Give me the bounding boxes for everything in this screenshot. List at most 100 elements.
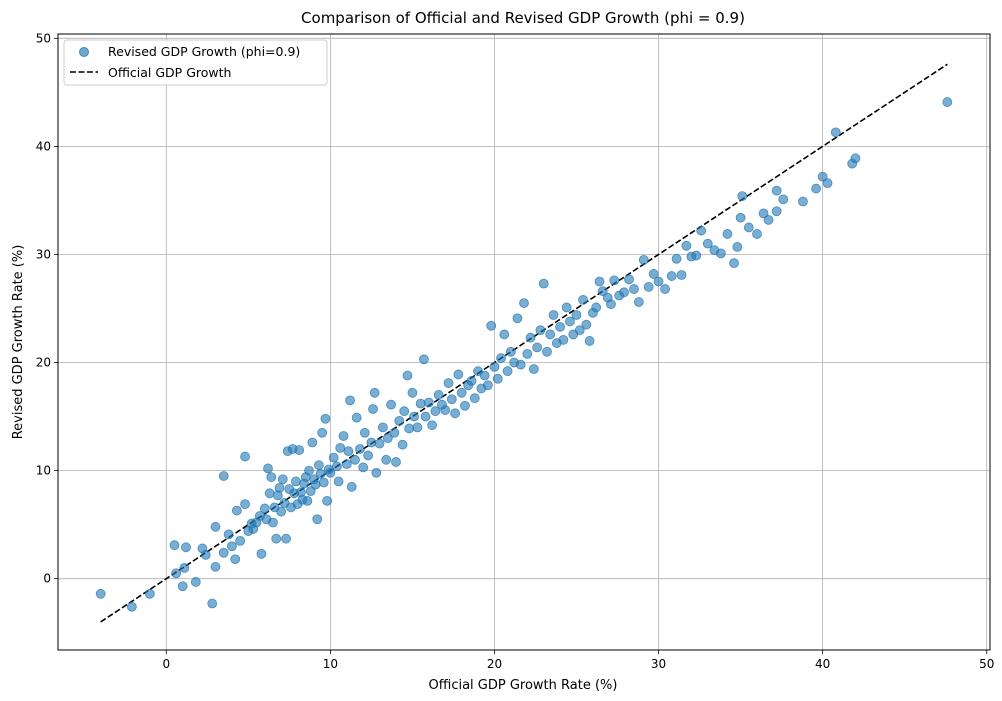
scatter-point [190, 577, 201, 587]
scatter-point [578, 294, 588, 305]
scatter-point [666, 271, 677, 281]
scatter-point [171, 568, 182, 579]
scatter-point [597, 286, 608, 297]
x-tick-label: 50 [979, 657, 994, 671]
scatter-point [460, 400, 470, 411]
scatter-point [430, 406, 441, 417]
scatter-point [584, 336, 595, 346]
reference-line-group [100, 63, 948, 623]
scatter-point [486, 320, 497, 331]
scatter-point [381, 454, 392, 465]
scatter-point [144, 588, 155, 599]
scatter-point [333, 476, 344, 487]
scatter-point [423, 397, 434, 408]
scatter-point [210, 561, 221, 572]
scatter-point [399, 406, 410, 417]
scatter-point [660, 284, 671, 294]
scatter-point [502, 366, 513, 377]
scatter-point [525, 332, 536, 343]
scatter-point [382, 433, 393, 444]
scatter-point [691, 250, 702, 261]
scatter-point [817, 171, 828, 182]
scatter-point [722, 229, 733, 239]
scatter-point [581, 319, 592, 330]
x-tick-label: 30 [651, 657, 666, 671]
scatter-point [218, 547, 229, 558]
scatter-point [271, 533, 282, 544]
scatter-point [483, 380, 493, 391]
scatter-point [822, 178, 833, 189]
scatter-point [522, 348, 533, 359]
scatter-point [95, 588, 106, 599]
scatter-point [574, 325, 585, 336]
scatter-point [346, 481, 357, 492]
scatter-point [179, 562, 190, 573]
scatter-point [266, 472, 277, 482]
scatter-point [412, 422, 423, 433]
y-axis-ticks: 0 10 20 30 40 50 [36, 31, 58, 586]
scatter-point [313, 460, 324, 471]
x-axis-label: Official GDP Growth Rate (%) [429, 678, 618, 693]
scatter-point [420, 411, 431, 422]
scatter-point [343, 446, 354, 457]
scatter-point [177, 581, 188, 592]
scatter-point [643, 281, 654, 292]
scatter-point [386, 399, 396, 410]
scatter-point [371, 467, 382, 478]
scatter-point [758, 208, 769, 219]
scatter-point [561, 302, 572, 313]
legend-label-official: Official GDP Growth [108, 65, 231, 80]
scatter-point [227, 541, 237, 552]
scatter-point [363, 450, 374, 461]
legend-label-revised: Revised GDP Growth (phi=0.9) [108, 44, 300, 59]
legend: Revised GDP Growth (phi=0.9) Official GD… [63, 39, 328, 86]
scatter-point [210, 521, 221, 532]
x-axis-ticks: 0 10 20 30 40 50 [162, 650, 994, 671]
scatter-point [419, 354, 429, 365]
scatter-point [830, 127, 841, 138]
scatter-point [207, 598, 218, 609]
scatter-point [307, 437, 318, 448]
scatter-point [277, 474, 288, 485]
grid-lines [58, 34, 990, 650]
scatter-point [798, 196, 808, 207]
scatter-point [230, 554, 241, 565]
scatter-point [732, 241, 743, 252]
scatter-point [771, 185, 782, 196]
x-tick-label: 0 [162, 657, 170, 671]
scatter-point [318, 477, 329, 488]
chart-title: Comparison of Official and Revised GDP G… [301, 9, 745, 27]
scatter-point [218, 471, 229, 481]
scatter-point [648, 269, 659, 279]
scatter-point [571, 310, 582, 320]
scatter-point [778, 194, 789, 205]
scatter-point [377, 422, 388, 433]
scatter-point [499, 329, 510, 340]
y-tick-label: 20 [36, 356, 51, 370]
scatter-point [492, 373, 503, 384]
scatter-point [771, 206, 782, 217]
official-gdp-line [100, 63, 948, 623]
scatter-point [532, 342, 543, 353]
y-tick-label: 30 [36, 247, 51, 261]
scatter-point [394, 415, 405, 426]
scatter-point [200, 549, 211, 560]
scatter-point [743, 222, 754, 233]
scatter-point [469, 393, 480, 404]
scatter-point [274, 482, 285, 493]
scatter-point [240, 499, 250, 510]
x-tick-label: 10 [323, 657, 338, 671]
legend-scatter-marker [79, 47, 89, 57]
scatter-point [542, 346, 552, 357]
scatter-point [169, 540, 180, 551]
scatter-point [850, 153, 861, 164]
scatter-point [427, 420, 438, 431]
scatter-point [312, 514, 323, 525]
scatter-point [505, 346, 516, 357]
scatter-point [609, 275, 620, 286]
scatter-point [402, 370, 413, 381]
scatter-point [528, 364, 539, 374]
scatter-point [558, 334, 569, 345]
scatter-points [95, 97, 953, 612]
scatter-point [366, 437, 377, 448]
